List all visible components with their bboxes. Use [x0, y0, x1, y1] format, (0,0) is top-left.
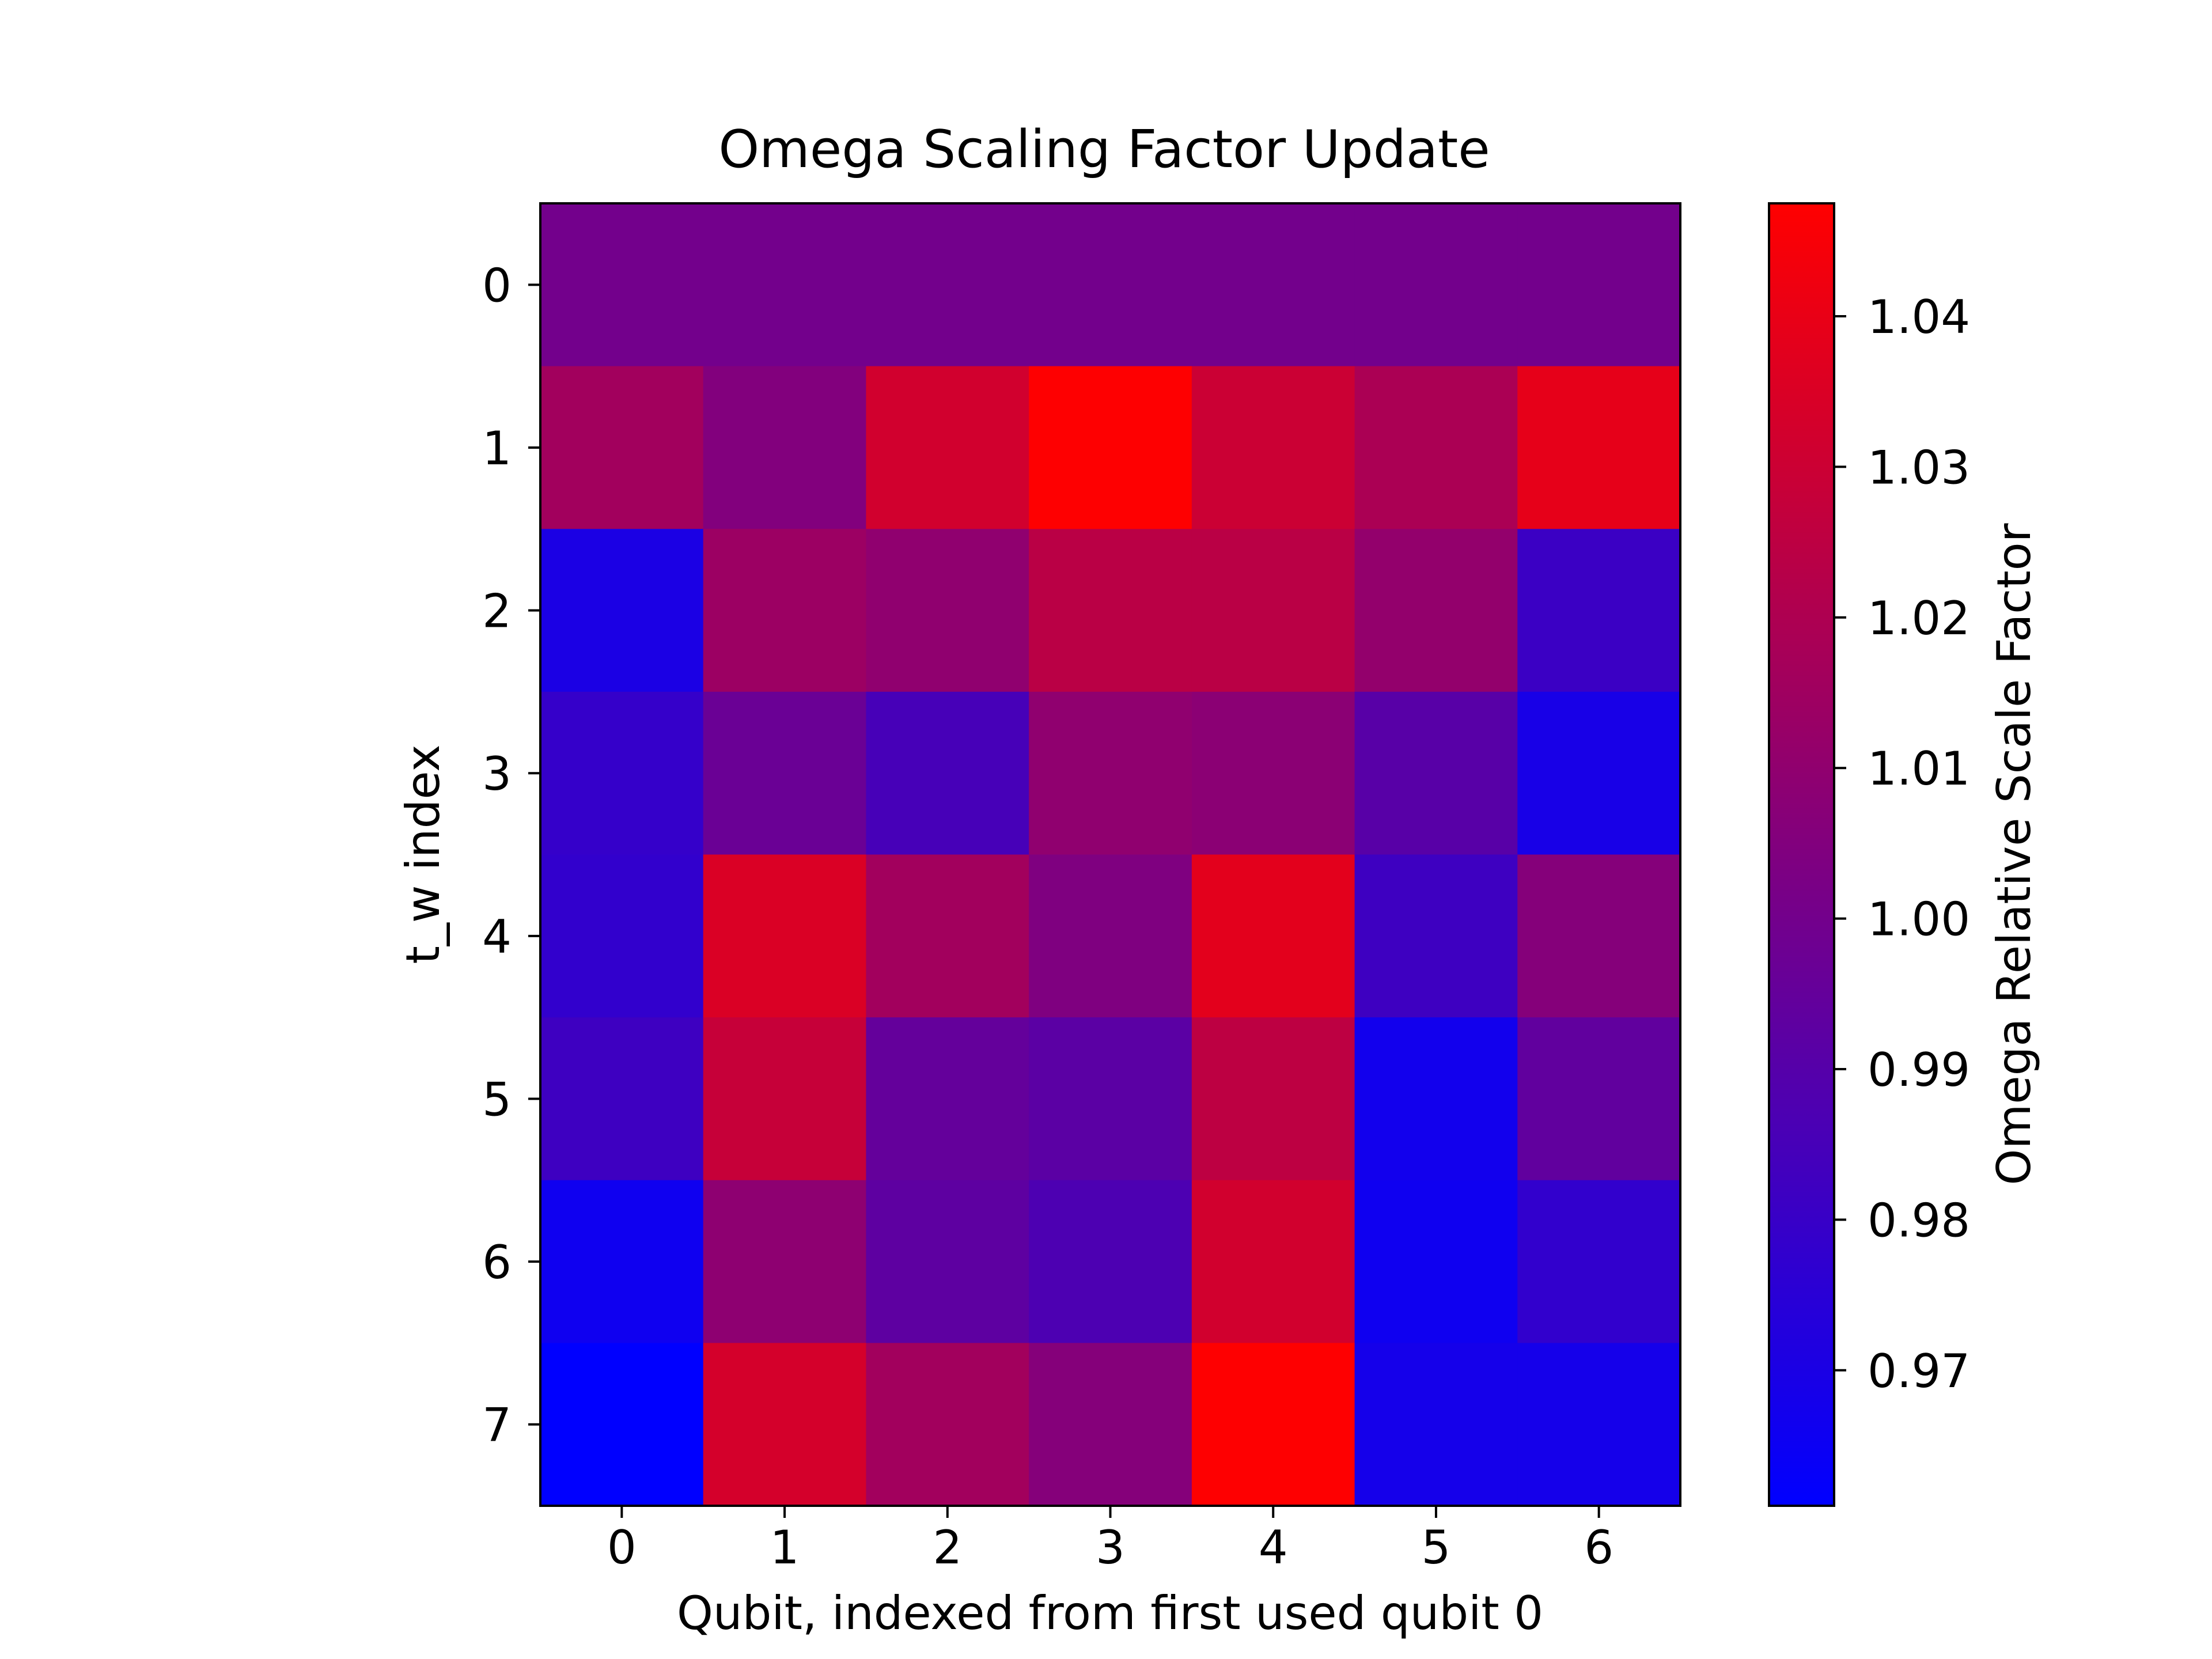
- heatmap-cell-r2-c1: [703, 529, 866, 692]
- heatmap-cell-r6-c0: [540, 1180, 704, 1343]
- heatmap-cell-r3-c3: [1029, 691, 1192, 855]
- heatmap-cell-r1-c5: [1354, 366, 1518, 529]
- heatmap-cell-r1-c0: [540, 366, 704, 529]
- x-tick-label: 1: [770, 1521, 800, 1574]
- heatmap-cell-r1-c6: [1517, 366, 1681, 529]
- heatmap-cell-r2-c4: [1191, 529, 1355, 692]
- heatmap-cell-r4-c1: [703, 854, 866, 1018]
- heatmap-cell-r7-c0: [540, 1343, 704, 1506]
- heatmap-cell-r7-c1: [703, 1343, 866, 1506]
- heatmap-cell-r6-c3: [1029, 1180, 1192, 1343]
- heatmap-cell-r5-c1: [703, 1017, 866, 1181]
- heatmap-cell-r0-c6: [1517, 203, 1681, 367]
- heatmap-cell-r5-c6: [1517, 1017, 1681, 1181]
- colorbar-tick-label: 0.97: [1868, 1344, 1970, 1398]
- heatmap-cell-r5-c5: [1354, 1017, 1518, 1181]
- heatmap-cell-r4-c4: [1191, 854, 1355, 1018]
- heatmap-cell-r3-c1: [703, 691, 866, 855]
- heatmap-cell-r6-c6: [1517, 1180, 1681, 1343]
- heatmap-cell-r5-c3: [1029, 1017, 1192, 1181]
- heatmap-cell-r1-c2: [866, 366, 1029, 529]
- heatmap-cell-r4-c0: [540, 854, 704, 1018]
- colorbar-tick-label: 1.03: [1868, 441, 1970, 494]
- heatmap-cell-r2-c6: [1517, 529, 1681, 692]
- y-tick-label: 7: [482, 1399, 512, 1452]
- heatmap-cell-r2-c3: [1029, 529, 1192, 692]
- y-axis-ticks: 0 1 2 3 4 5 6 7: [482, 259, 540, 1452]
- x-tick-label: 6: [1584, 1521, 1613, 1574]
- heatmap-cell-r1-c3: [1029, 366, 1192, 529]
- x-tick-label: 3: [1096, 1521, 1125, 1574]
- heatmap-cell-r4-c3: [1029, 854, 1192, 1018]
- colorbar-tick-label: 1.04: [1868, 290, 1970, 344]
- y-axis-label: t_w index: [396, 744, 450, 964]
- colorbar-tick-label: 0.98: [1868, 1194, 1970, 1247]
- heatmap-cell-r4-c5: [1354, 854, 1518, 1018]
- y-tick-label: 2: [482, 585, 512, 638]
- x-axis-label: Qubit, indexed from first used qubit 0: [677, 1586, 1543, 1640]
- y-tick-label: 3: [482, 747, 512, 801]
- heatmap-cell-r7-c3: [1029, 1343, 1192, 1506]
- y-tick-label: 6: [482, 1236, 512, 1289]
- heatmap-cell-r1-c4: [1191, 366, 1355, 529]
- heatmap-cell-r7-c4: [1191, 1343, 1355, 1506]
- heatmap-cells: [540, 203, 1681, 1506]
- heatmap-cell-r7-c2: [866, 1343, 1029, 1506]
- colorbar-tick-label: 1.00: [1868, 893, 1970, 946]
- x-tick-label: 4: [1259, 1521, 1288, 1574]
- y-tick-label: 4: [482, 910, 512, 964]
- heatmap-cell-r4-c2: [866, 854, 1029, 1018]
- heatmap-cell-r0-c0: [540, 203, 704, 367]
- heatmap-cell-r3-c6: [1517, 691, 1681, 855]
- heatmap-cell-r2-c2: [866, 529, 1029, 692]
- heatmap-cell-r3-c5: [1354, 691, 1518, 855]
- heatmap-cell-r7-c6: [1517, 1343, 1681, 1506]
- heatmap-cell-r3-c2: [866, 691, 1029, 855]
- heatmap-cell-r2-c5: [1354, 529, 1518, 692]
- y-tick-label: 1: [482, 422, 512, 475]
- y-tick-label: 5: [482, 1073, 512, 1126]
- heatmap-cell-r4-c6: [1517, 854, 1681, 1018]
- colorbar-tick-label: 1.01: [1868, 742, 1970, 796]
- heatmap-cell-r0-c4: [1191, 203, 1355, 367]
- heatmap-cell-r1-c1: [703, 366, 866, 529]
- colorbar-label: Omega Relative Scale Factor: [1987, 523, 2041, 1185]
- x-tick-label: 5: [1421, 1521, 1450, 1574]
- heatmap-cell-r6-c5: [1354, 1180, 1518, 1343]
- colorbar-tick-label: 0.99: [1868, 1043, 1970, 1097]
- colorbar-ticks: 0.97 0.98 0.99 1.00 1.01 1.02 1.03 1.04: [1834, 290, 1970, 1398]
- heatmap-cell-r3-c4: [1191, 691, 1355, 855]
- chart-title: Omega Scaling Factor Update: [718, 119, 1490, 180]
- heatmap-cell-r0-c5: [1354, 203, 1518, 367]
- x-tick-label: 2: [933, 1521, 962, 1574]
- heatmap-cell-r6-c1: [703, 1180, 866, 1343]
- x-tick-label: 0: [607, 1521, 637, 1574]
- heatmap-cell-r0-c1: [703, 203, 866, 367]
- colorbar-tick-label: 1.02: [1868, 592, 1970, 645]
- heatmap-cell-r5-c0: [540, 1017, 704, 1181]
- heatmap-cell-r5-c2: [866, 1017, 1029, 1181]
- colorbar: [1768, 202, 1835, 1507]
- heatmap-cell-r5-c4: [1191, 1017, 1355, 1181]
- heatmap-cell-r0-c3: [1029, 203, 1192, 367]
- y-tick-label: 0: [482, 259, 512, 312]
- heatmap-cell-r3-c0: [540, 691, 704, 855]
- heatmap-cell-r6-c2: [866, 1180, 1029, 1343]
- x-axis-ticks: 0 1 2 3 4 5 6: [607, 1506, 1613, 1574]
- heatmap-cell-r6-c4: [1191, 1180, 1355, 1343]
- heatmap-cell-r0-c2: [866, 203, 1029, 367]
- heatmap-cell-r2-c0: [540, 529, 704, 692]
- heatmap-cell-r7-c5: [1354, 1343, 1518, 1506]
